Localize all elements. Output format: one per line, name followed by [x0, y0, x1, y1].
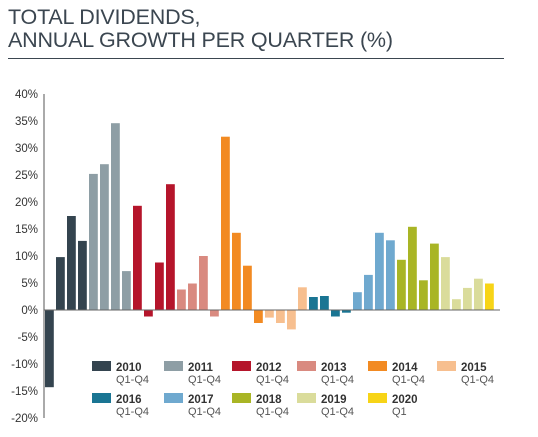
bar-2010: [56, 257, 65, 310]
y-tick-label: -10%: [11, 359, 38, 371]
bar-2011: [100, 164, 109, 310]
legend-label-2017: 2017: [188, 394, 214, 406]
legend-swatch-2017: [164, 393, 183, 403]
legend-swatch-2019: [297, 393, 316, 403]
bar-2015: [298, 287, 307, 310]
bar-2011: [111, 123, 120, 310]
bar-2015: [287, 310, 296, 330]
legend-sublabel-2019: Q1-Q4: [321, 406, 354, 418]
bar-2019: [441, 257, 450, 310]
y-tick-label: -20%: [11, 413, 38, 425]
legend-sublabel-2020: Q1: [392, 406, 407, 418]
legend-label-2015: 2015: [461, 362, 487, 374]
y-tick-label: -15%: [11, 386, 38, 398]
bar-2014: [232, 232, 241, 310]
bar-2012: [133, 205, 142, 310]
bar-2017: [353, 292, 362, 310]
bar-2014: [243, 265, 252, 310]
bar-2018: [430, 243, 439, 310]
bar-2018: [419, 280, 428, 310]
bar-2012: [144, 310, 153, 317]
y-tick-label: 20%: [15, 197, 38, 209]
legend-sublabel-2015: Q1-Q4: [461, 374, 494, 386]
bar-2020: [485, 283, 494, 310]
y-tick-label: 15%: [15, 224, 38, 236]
legend-label-2010: 2010: [116, 362, 142, 374]
bar-2010: [45, 310, 54, 388]
bar-2016: [320, 296, 329, 310]
bar-2012: [155, 262, 164, 310]
bar-2011: [89, 173, 98, 310]
y-tick-label: 10%: [15, 251, 38, 263]
bar-2014: [221, 136, 230, 310]
legend-swatch-2013: [297, 361, 316, 371]
legend-swatch-2010: [92, 361, 111, 371]
legend-label-2013: 2013: [321, 362, 347, 374]
y-tick-label: 0%: [21, 305, 38, 317]
bar-2016: [309, 297, 318, 310]
legend-sublabel-2011: Q1-Q4: [188, 374, 221, 386]
bar-2013: [177, 289, 186, 310]
legend-swatch-2014: [368, 361, 387, 371]
legend-label-2014: 2014: [392, 362, 418, 374]
y-tick-label: 25%: [15, 170, 38, 182]
bar-2017: [364, 274, 373, 310]
legend-label-2011: 2011: [188, 362, 214, 374]
bar-2019: [463, 287, 472, 310]
legend-label-2018: 2018: [256, 394, 282, 406]
legend-sublabel-2018: Q1-Q4: [256, 406, 289, 418]
y-tick-label: 5%: [21, 278, 38, 290]
bar-2013: [199, 256, 208, 310]
bar-2018: [408, 226, 417, 310]
bar-2019: [474, 278, 483, 310]
y-tick-label: -5%: [18, 332, 38, 344]
bar-2011: [122, 271, 131, 310]
chart-title: TOTAL DIVIDENDS, ANNUAL GROWTH PER QUART…: [8, 6, 393, 52]
bar-2017: [386, 240, 395, 310]
bar-2012: [166, 184, 175, 310]
bar-2010: [67, 216, 76, 310]
legend-sublabel-2012: Q1-Q4: [256, 374, 289, 386]
legend-swatch-2012: [232, 361, 251, 371]
legend-label-2012: 2012: [256, 362, 282, 374]
bar-2016: [342, 310, 351, 313]
bar-2015: [276, 310, 285, 323]
bar-2013: [188, 283, 197, 310]
legend-swatch-2016: [92, 393, 111, 403]
bar-2014: [254, 310, 263, 323]
legend-sublabel-2014: Q1-Q4: [392, 374, 425, 386]
bar-2019: [452, 299, 461, 310]
legend-sublabel-2017: Q1-Q4: [188, 406, 221, 418]
legend-sublabel-2016: Q1-Q4: [116, 406, 149, 418]
bar-2017: [375, 232, 384, 310]
bar-2018: [397, 259, 406, 310]
legend-swatch-2018: [232, 393, 251, 403]
chart-title-line-2: ANNUAL GROWTH PER QUARTER (%): [8, 28, 393, 52]
legend-swatch-2011: [164, 361, 183, 371]
title-divider: [8, 58, 504, 59]
legend-swatch-2015: [437, 361, 456, 371]
chart-title-line-1: TOTAL DIVIDENDS,: [8, 5, 201, 29]
legend-label-2016: 2016: [116, 394, 142, 406]
legend-label-2019: 2019: [321, 394, 347, 406]
y-tick-label: 40%: [15, 89, 38, 101]
bar-2013: [210, 310, 219, 317]
bar-2015: [265, 310, 274, 318]
legend-label-2020: 2020: [392, 394, 418, 406]
legend-swatch-2020: [368, 393, 387, 403]
bar-2016: [331, 310, 340, 317]
y-tick-label: 35%: [15, 116, 38, 128]
y-tick-label: 30%: [15, 143, 38, 155]
legend-sublabel-2013: Q1-Q4: [321, 374, 354, 386]
legend-sublabel-2010: Q1-Q4: [116, 374, 149, 386]
bar-2010: [78, 240, 87, 310]
